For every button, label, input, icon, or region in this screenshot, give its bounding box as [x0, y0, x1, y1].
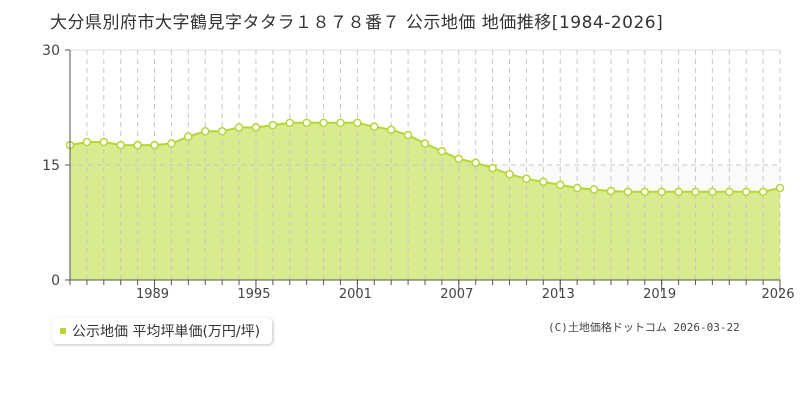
data-point — [708, 187, 717, 197]
data-point — [234, 123, 244, 132]
data-point — [741, 187, 751, 197]
x-tick-label: 2013 — [542, 287, 575, 302]
data-point — [488, 163, 497, 173]
data-point — [336, 118, 345, 128]
legend-swatch-icon — [60, 328, 66, 334]
data-point — [150, 140, 159, 150]
data-point — [82, 137, 92, 147]
data-point — [555, 180, 565, 190]
data-point — [302, 118, 311, 128]
y-tick-label: 15 — [42, 158, 60, 174]
data-point — [572, 183, 582, 193]
area-fill — [70, 122, 780, 280]
y-tick-label: 30 — [42, 43, 60, 59]
data-point — [623, 187, 633, 197]
data-point — [674, 187, 683, 197]
data-point — [353, 118, 362, 128]
x-tick-label: 2026 — [761, 287, 794, 302]
data-point — [268, 120, 278, 130]
y-tick-label: 0 — [51, 273, 60, 289]
data-point — [167, 139, 176, 148]
data-point — [200, 127, 210, 136]
data-point — [370, 122, 379, 131]
data-point — [319, 118, 328, 128]
data-point — [691, 187, 700, 197]
data-point — [454, 154, 464, 164]
x-tick-label: 1989 — [136, 287, 169, 302]
data-point — [725, 187, 734, 197]
data-point — [217, 127, 227, 136]
legend: 公示地価 平均坪単価(万円/坪) — [52, 318, 273, 344]
x-tick-label: 2019 — [643, 287, 676, 302]
data-point — [386, 125, 396, 134]
data-point — [589, 185, 599, 194]
data-point — [640, 187, 650, 197]
data-point — [285, 118, 295, 128]
data-point — [758, 187, 768, 197]
data-point — [99, 137, 109, 147]
data-point — [775, 183, 785, 193]
copyright-credit: (C)土地価格ドットコム 2026-03-22 — [548, 321, 740, 334]
data-point — [116, 140, 125, 150]
data-point — [657, 187, 666, 197]
data-point — [539, 177, 548, 187]
data-point — [133, 140, 142, 150]
data-point — [403, 130, 413, 140]
data-point — [606, 186, 616, 196]
data-point — [420, 139, 430, 148]
data-point — [471, 158, 480, 167]
legend-label: 公示地価 平均坪単価(万円/坪) — [72, 324, 261, 340]
data-point — [251, 123, 261, 132]
x-tick-label: 2001 — [339, 287, 372, 302]
data-point — [437, 146, 447, 156]
data-point — [184, 132, 193, 141]
data-point — [505, 169, 514, 179]
chart-title: 大分県別府市大字鶴見字タタラ１８７８番７ 公示地価 地価推移[1984-2026… — [50, 13, 664, 33]
x-tick-label: 1995 — [237, 287, 270, 302]
data-point — [522, 174, 531, 184]
x-tick-label: 2007 — [440, 287, 473, 302]
